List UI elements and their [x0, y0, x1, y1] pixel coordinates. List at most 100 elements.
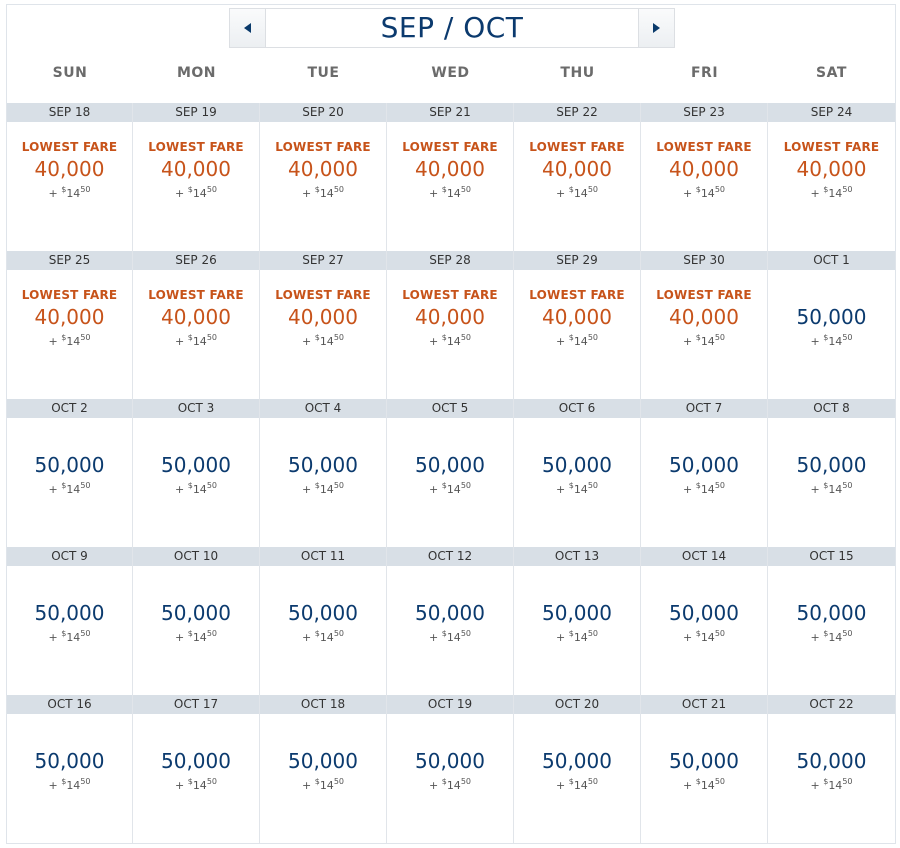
- fee-amount: 14: [828, 483, 843, 496]
- day-cell[interactable]: SEP 19 LOWEST FARE 40,000 + $1450: [133, 103, 260, 251]
- fee-plus-sign: +: [556, 779, 566, 792]
- lowest-fare-badge: LOWEST FARE: [275, 140, 371, 154]
- day-cell[interactable]: OCT 13 50,000 + $1450: [514, 547, 641, 695]
- day-date-label: OCT 8: [768, 399, 895, 418]
- fee-plus-sign: +: [429, 631, 439, 644]
- day-cell[interactable]: OCT 20 50,000 + $1450: [514, 695, 641, 843]
- fee-currency: $: [568, 333, 574, 342]
- day-cell[interactable]: SEP 29 LOWEST FARE 40,000 + $1450: [514, 251, 641, 399]
- fare-taxes: + $1450: [641, 185, 767, 200]
- day-cell[interactable]: SEP 26 LOWEST FARE 40,000 + $1450: [133, 251, 260, 399]
- fee-plus-sign: +: [302, 187, 312, 200]
- day-cell[interactable]: OCT 6 50,000 + $1450: [514, 399, 641, 547]
- day-cell[interactable]: OCT 15 50,000 + $1450: [768, 547, 895, 695]
- day-cell[interactable]: OCT 17 50,000 + $1450: [133, 695, 260, 843]
- fare-taxes: + $1450: [514, 333, 640, 348]
- day-date-label: OCT 13: [514, 547, 640, 566]
- fee-cents: 50: [842, 333, 853, 342]
- fee-plus-sign: +: [175, 187, 185, 200]
- fare-taxes: + $1450: [768, 185, 895, 200]
- fare-taxes: + $1450: [133, 481, 259, 496]
- day-cell[interactable]: OCT 8 50,000 + $1450: [768, 399, 895, 547]
- fare-miles: 50,000: [796, 305, 867, 329]
- fee-plus-sign: +: [302, 483, 312, 496]
- fee-currency: $: [314, 629, 320, 638]
- day-cell[interactable]: OCT 21 50,000 + $1450: [641, 695, 768, 843]
- lowest-fare-badge: LOWEST FARE: [656, 140, 752, 154]
- day-cell[interactable]: OCT 22 50,000 + $1450: [768, 695, 895, 843]
- day-cell[interactable]: OCT 19 50,000 + $1450: [387, 695, 514, 843]
- day-date-label: OCT 9: [7, 547, 132, 566]
- day-date-label: OCT 15: [768, 547, 895, 566]
- fare-miles: 50,000: [288, 749, 358, 773]
- day-date-label: OCT 16: [7, 695, 132, 714]
- calendar-week-row: OCT 2 50,000 + $1450 OCT 3 50,000 + $1450 OCT …: [7, 399, 895, 547]
- fee-cents: 50: [460, 629, 471, 638]
- day-cell[interactable]: OCT 11 50,000 + $1450: [260, 547, 387, 695]
- day-cell[interactable]: OCT 1 50,000 + $1450: [768, 251, 895, 399]
- fee-cents: 50: [206, 333, 217, 342]
- day-cell[interactable]: OCT 10 50,000 + $1450: [133, 547, 260, 695]
- day-cell[interactable]: SEP 20 LOWEST FARE 40,000 + $1450: [260, 103, 387, 251]
- fee-currency: $: [187, 333, 193, 342]
- weekday-label: MON: [176, 65, 217, 81]
- day-cell[interactable]: SEP 28 LOWEST FARE 40,000 + $1450: [387, 251, 514, 399]
- fare-miles: 50,000: [161, 749, 231, 773]
- fee-amount: 14: [828, 631, 843, 644]
- day-cell[interactable]: SEP 24 LOWEST FARE 40,000 + $1450: [768, 103, 895, 251]
- day-cell[interactable]: SEP 30 LOWEST FARE 40,000 + $1450: [641, 251, 768, 399]
- fare-miles: 40,000: [415, 157, 485, 181]
- fare-miles: 50,000: [34, 601, 105, 625]
- day-cell[interactable]: OCT 2 50,000 + $1450: [7, 399, 133, 547]
- fee-plus-sign: +: [175, 779, 185, 792]
- fare-calendar: SEP / OCT SUN MON TUE WED THU FRI SAT SE…: [6, 4, 896, 844]
- lowest-fare-badge: LOWEST FARE: [402, 140, 498, 154]
- fee-amount: 14: [446, 631, 461, 644]
- fee-plus-sign: +: [48, 483, 58, 496]
- day-cell[interactable]: SEP 22 LOWEST FARE 40,000 + $1450: [514, 103, 641, 251]
- fee-amount: 14: [700, 631, 715, 644]
- day-date-label: OCT 2: [7, 399, 132, 418]
- previous-month-button[interactable]: [230, 9, 266, 47]
- fee-cents: 50: [80, 777, 91, 786]
- day-cell[interactable]: SEP 27 LOWEST FARE 40,000 + $1450: [260, 251, 387, 399]
- day-cell[interactable]: SEP 18 LOWEST FARE 40,000 + $1450: [7, 103, 133, 251]
- fee-cents: 50: [333, 629, 344, 638]
- day-cell[interactable]: OCT 5 50,000 + $1450: [387, 399, 514, 547]
- fee-amount: 14: [700, 335, 715, 348]
- day-cell[interactable]: SEP 25 LOWEST FARE 40,000 + $1450: [7, 251, 133, 399]
- day-cell[interactable]: OCT 14 50,000 + $1450: [641, 547, 768, 695]
- fee-cents: 50: [587, 777, 598, 786]
- day-cell[interactable]: OCT 4 50,000 + $1450: [260, 399, 387, 547]
- day-cell[interactable]: SEP 21 LOWEST FARE 40,000 + $1450: [387, 103, 514, 251]
- day-cell[interactable]: OCT 16 50,000 + $1450: [7, 695, 133, 843]
- fee-amount: 14: [446, 483, 461, 496]
- day-cell[interactable]: SEP 23 LOWEST FARE 40,000 + $1450: [641, 103, 768, 251]
- weekday-label: THU: [560, 65, 595, 81]
- day-date-label: SEP 26: [133, 251, 259, 270]
- lowest-fare-badge: LOWEST FARE: [783, 140, 880, 154]
- fare-miles: 50,000: [415, 601, 485, 625]
- fee-plus-sign: +: [48, 335, 58, 348]
- fee-cents: 50: [80, 481, 91, 490]
- fare-taxes: + $1450: [260, 629, 386, 644]
- day-date-label: SEP 24: [768, 103, 895, 122]
- fee-cents: 50: [80, 333, 91, 342]
- day-cell[interactable]: OCT 12 50,000 + $1450: [387, 547, 514, 695]
- fee-currency: $: [187, 777, 193, 786]
- day-date-label: OCT 17: [133, 695, 259, 714]
- next-month-button[interactable]: [638, 9, 674, 47]
- day-cell[interactable]: OCT 18 50,000 + $1450: [260, 695, 387, 843]
- fare-miles: 40,000: [669, 305, 739, 329]
- calendar-week-row: SEP 25 LOWEST FARE 40,000 + $1450 SEP 26 LOWE…: [7, 251, 895, 399]
- fee-currency: $: [568, 629, 574, 638]
- fee-plus-sign: +: [175, 631, 185, 644]
- day-cell[interactable]: OCT 3 50,000 + $1450: [133, 399, 260, 547]
- day-cell[interactable]: OCT 9 50,000 + $1450: [7, 547, 133, 695]
- day-cell[interactable]: OCT 7 50,000 + $1450: [641, 399, 768, 547]
- fee-cents: 50: [80, 185, 91, 194]
- fee-plus-sign: +: [810, 779, 820, 792]
- fee-cents: 50: [206, 185, 217, 194]
- arrow-right-icon: [653, 23, 660, 33]
- fee-currency: $: [441, 777, 447, 786]
